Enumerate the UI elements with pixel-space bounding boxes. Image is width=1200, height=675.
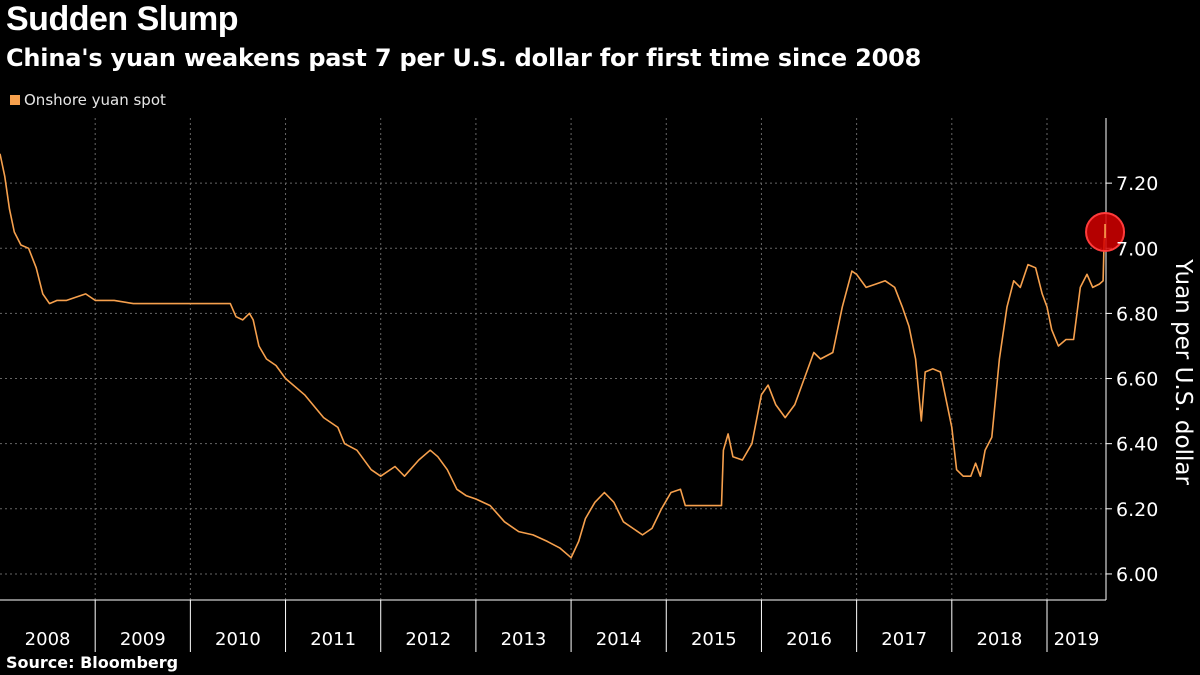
x-tick-label: 2015 <box>691 629 737 650</box>
x-tick-label: 2014 <box>596 629 642 650</box>
x-tick-label: 2010 <box>215 629 261 650</box>
y-tick-label: 7.20 <box>1116 173 1158 195</box>
x-tick-label: 2017 <box>881 629 927 650</box>
legend-label: Onshore yuan spot <box>24 91 166 109</box>
x-tick-label: 2011 <box>310 629 356 650</box>
y-tick-label: 6.80 <box>1116 303 1158 325</box>
series-group <box>0 153 1106 559</box>
tick-labels: 6.00 6.20 6.40 6.60 6.80 7.00 7.20 2008 2009 2010… <box>25 173 1159 650</box>
y-tick-label: 6.00 <box>1116 564 1158 586</box>
chart-subtitle: China's yuan weakens past 7 per U.S. dol… <box>6 44 922 72</box>
legend-swatch <box>10 95 20 105</box>
chart-legend: Onshore yuan spot <box>10 91 166 109</box>
source-note: Source: Bloomberg <box>6 653 179 672</box>
x-tick-label: 2013 <box>501 629 547 650</box>
x-tick-label: 2018 <box>976 629 1022 650</box>
y-tick-label: 6.60 <box>1116 369 1158 391</box>
chart-title: Sudden Slump <box>6 0 239 38</box>
y-tick-label: 7.00 <box>1116 238 1158 260</box>
axes <box>0 118 1112 652</box>
x-tick-label: 2012 <box>405 629 451 650</box>
grid-lines <box>0 118 1106 600</box>
y-tick-label: 6.40 <box>1116 434 1158 456</box>
y-axis-title: Yuan per U.S. dollar <box>1170 258 1196 485</box>
x-tick-label: 2008 <box>25 629 71 650</box>
x-tick-label: 2019 <box>1054 629 1100 650</box>
x-tick-label: 2009 <box>120 629 166 650</box>
x-tick-label: 2016 <box>786 629 832 650</box>
series-line <box>0 153 1106 559</box>
y-tick-label: 6.20 <box>1116 499 1158 521</box>
annotations <box>1085 211 1126 252</box>
